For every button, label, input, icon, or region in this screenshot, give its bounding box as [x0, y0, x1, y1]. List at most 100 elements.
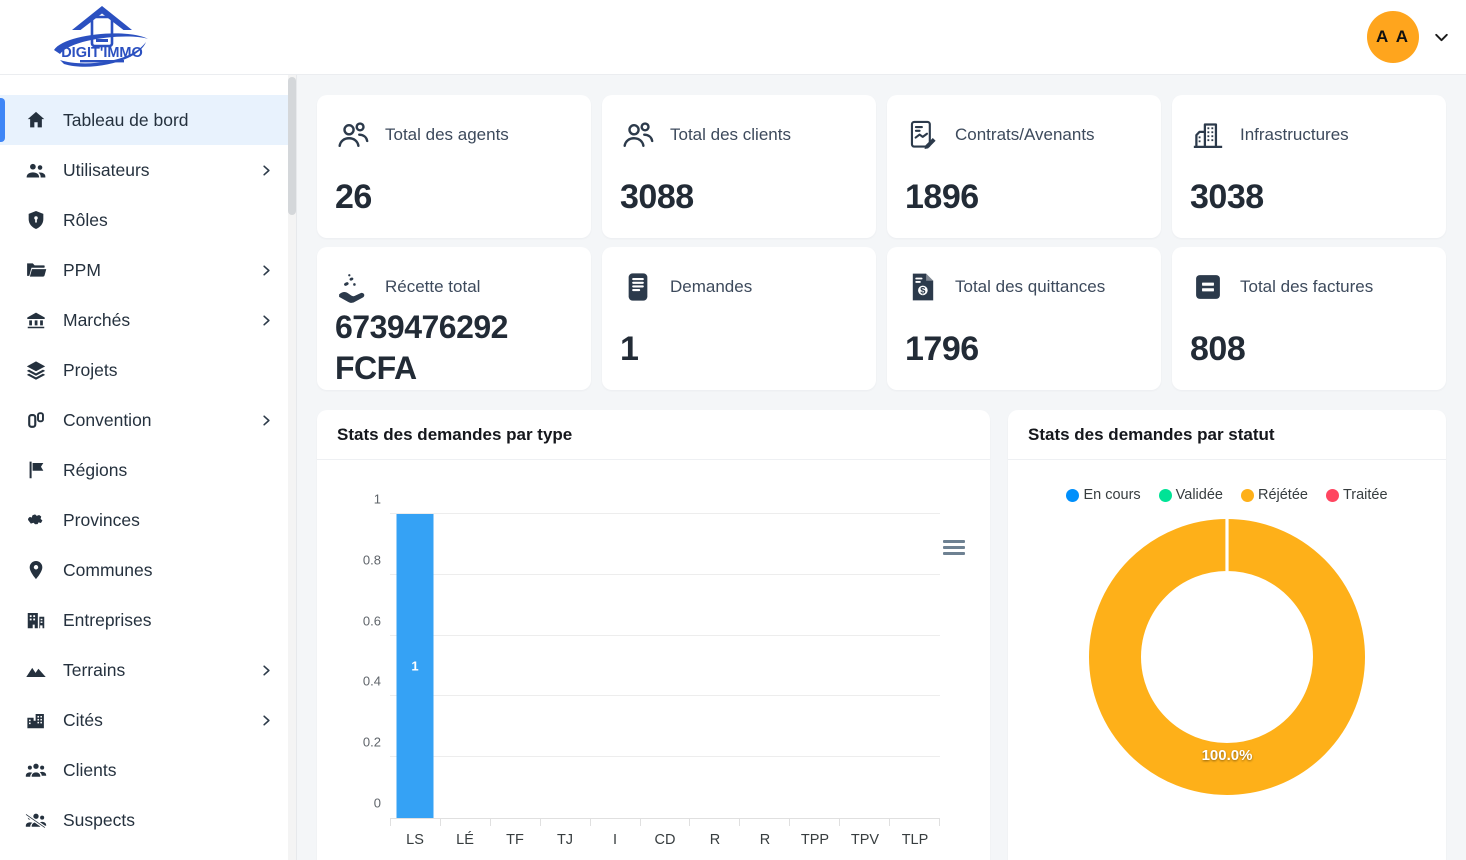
sidebar-item-provinces[interactable]: Provinces	[0, 495, 296, 545]
sidebar-item-label: Tableau de bord	[63, 109, 189, 130]
logo-text: DIGIT'IMMO	[61, 45, 143, 61]
sidebar-item-label: Convention	[63, 409, 152, 430]
legend-dot	[1325, 488, 1339, 502]
chevron-down-icon[interactable]	[1433, 29, 1450, 46]
chart-menu-icon[interactable]	[943, 540, 965, 558]
bar-chart-title: Stats des demandes par type	[317, 410, 990, 460]
bar-chart-y-tick: 1	[373, 491, 381, 507]
bar-LS[interactable]: 1	[396, 514, 434, 818]
legend-item-valid-e[interactable]: Validée	[1154, 487, 1228, 503]
chevron-right-icon	[263, 314, 270, 326]
bank-icon	[27, 312, 45, 329]
bar-chart-x-tick: TPV	[850, 832, 880, 848]
sidebar-item-r-gions[interactable]: Régions	[0, 445, 296, 495]
sidebar-scrollbar-thumb[interactable]	[288, 77, 296, 215]
sidebar-item-terrains[interactable]: Terrains	[0, 645, 296, 695]
sidebar-item-label: Cités	[63, 709, 103, 730]
sidebar-item-label: Clients	[63, 759, 117, 780]
stat-card-value: 1896	[905, 178, 979, 217]
legend-label: Traitée	[1342, 487, 1388, 503]
chevron-right-icon	[263, 264, 270, 276]
legend-label: Réjétée	[1257, 487, 1308, 503]
sidebar-item-label: Marchés	[63, 309, 131, 330]
contract-icon	[910, 120, 936, 150]
pin-icon	[29, 561, 43, 580]
legend-dot	[1158, 488, 1172, 502]
sidebar-item-entreprises[interactable]: Entreprises	[0, 595, 296, 645]
stat-card-label: Récette total	[385, 277, 481, 296]
stat-card-label: Infrastructures	[1240, 125, 1349, 144]
sidebar: Tableau de bord Utilisateurs Rôles PPM March…	[0, 75, 297, 860]
stat-card-value: 3088	[620, 178, 694, 217]
stats-cards-grid: Total des agents 26 Total des clients 3088 C…	[317, 95, 1446, 390]
group-icon	[25, 763, 47, 777]
bar-chart-x-tick: I	[612, 832, 618, 848]
building-icon	[27, 613, 45, 629]
sidebar-item-cit-s[interactable]: Cités	[0, 695, 296, 745]
bar-chart-x-axis	[390, 819, 940, 826]
bar-chart-y-tick: 0.4	[362, 673, 381, 689]
stat-card-total-des-agents: Total des agents 26	[317, 95, 591, 238]
sidebar-item-utilisateurs[interactable]: Utilisateurs	[0, 145, 296, 195]
map-icon	[28, 514, 43, 525]
city-icon	[27, 713, 44, 729]
legend-label: En cours	[1083, 487, 1141, 503]
sidebar-scrollbar-track[interactable]	[288, 75, 296, 860]
mountains-icon	[26, 667, 46, 677]
digitimmo-logo-icon: DIGIT'IMMO	[54, 6, 148, 67]
flag-icon	[29, 461, 44, 479]
sidebar-item-projets[interactable]: Projets	[0, 345, 296, 395]
stat-card-demandes: Demandes 1	[602, 247, 876, 390]
bar-chart-plot-area: 1 0.8 0.6 0.4 0.2 0 1	[363, 492, 940, 819]
bar-chart-x-tick: CD	[654, 832, 676, 848]
stat-card-label: Total des clients	[670, 125, 791, 144]
bar-chart-x-tick: LÉ	[456, 832, 474, 848]
sidebar-item-tableau-de-bord[interactable]: Tableau de bord	[0, 95, 296, 145]
document-icon	[628, 273, 648, 301]
sidebar-item-march-s[interactable]: Marchés	[0, 295, 296, 345]
legend-item-r-j-t-e[interactable]: Réjétée	[1236, 487, 1313, 503]
bar-chart-x-tick: TF	[506, 832, 524, 848]
invoice-equals-icon	[1196, 275, 1220, 299]
legend-label: Validée	[1175, 487, 1223, 503]
user-avatar[interactable]: A A	[1367, 11, 1419, 63]
bar-chart-y-tick: 0.6	[362, 613, 381, 629]
receipt-dollar-icon: $	[912, 273, 934, 301]
stat-card-label: Demandes	[670, 277, 753, 296]
donut-chart: 100.0%	[1086, 516, 1368, 803]
bar-chart-x-tick: R	[709, 832, 721, 848]
sidebar-item-suspects[interactable]: Suspects	[0, 795, 296, 845]
legend-dot	[1240, 488, 1254, 502]
sidebar-item-r-les[interactable]: Rôles	[0, 195, 296, 245]
sidebar-item-label: Rôles	[63, 209, 108, 230]
sidebar-item-label: Entreprises	[63, 609, 152, 630]
app-logo: DIGIT'IMMO	[50, 4, 154, 70]
chevron-right-icon	[263, 164, 270, 176]
bar-chart-x-labels: LS LÉ TF TJ I CD R R TPP TPV TLP	[390, 832, 940, 848]
sidebar-item-label: Terrains	[63, 659, 126, 680]
buildings-outline-icon	[1193, 123, 1223, 149]
chevron-right-icon	[263, 414, 270, 426]
legend-dot	[1066, 488, 1080, 502]
stat-card-total-des-quittances: $ Total des quittances 1796	[887, 247, 1161, 390]
sidebar-item-clients[interactable]: Clients	[0, 745, 296, 795]
sidebar-item-label: Communes	[63, 559, 153, 580]
stat-card-r-cette-total: Récette total 6739476292 FCFA	[317, 247, 591, 390]
stat-card-label: Total des agents	[385, 125, 509, 144]
stat-card-total-des-clients: Total des clients 3088	[602, 95, 876, 238]
home-icon	[27, 111, 45, 128]
sidebar-item-label: Suspects	[63, 809, 135, 830]
legend-item-en-cours[interactable]: En cours	[1061, 487, 1145, 503]
sidebar-item-communes[interactable]: Communes	[0, 545, 296, 595]
main-content: Total des agents 26 Total des clients 3088 C…	[297, 75, 1466, 860]
sidebar-item-partial[interactable]	[0, 845, 296, 860]
bar-chart-x-tick: TPP	[800, 832, 830, 848]
sidebar-item-convention[interactable]: Convention	[0, 395, 296, 445]
app-header: DIGIT'IMMO A A	[0, 0, 1466, 75]
legend-item-trait-e[interactable]: Traitée	[1321, 487, 1393, 503]
sidebar-item-ppm[interactable]: PPM	[0, 245, 296, 295]
donut-chart-legend: En cours Validée Réjétée Traitée	[1008, 487, 1446, 503]
bar-value-label: 1	[411, 658, 419, 674]
sidebar-item-label: Utilisateurs	[63, 159, 150, 180]
donut-ring-slice[interactable]	[1089, 519, 1365, 795]
